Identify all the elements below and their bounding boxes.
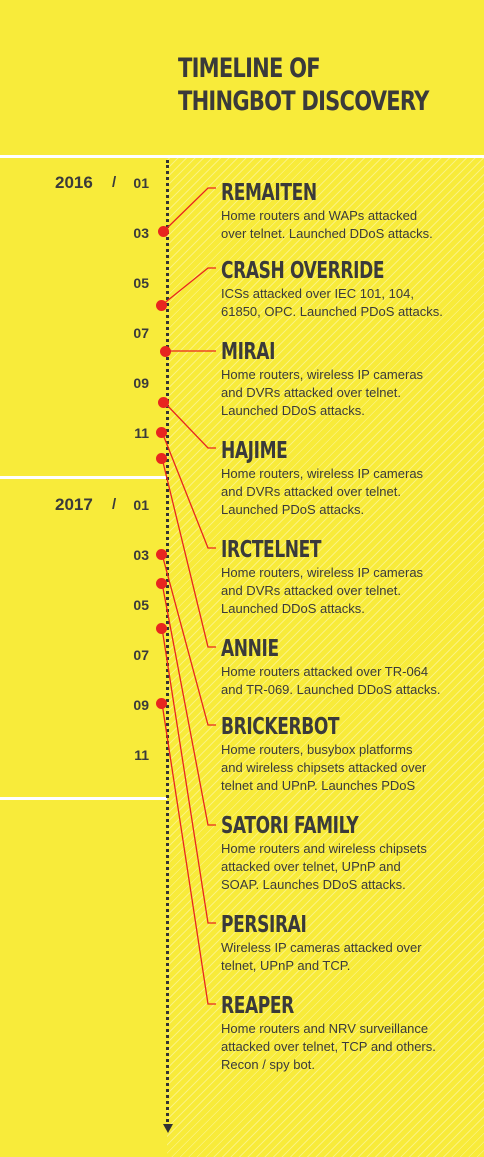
year-separator-2017	[0, 476, 167, 479]
month-label-2017-05: 05	[133, 597, 149, 613]
connector-annie	[161, 457, 216, 648]
entry-description: Home routers attacked over TR-064 and TR…	[221, 664, 441, 697]
year-slash-2016: /	[112, 174, 117, 191]
entry-title: CRASH OVERRIDE	[221, 258, 385, 284]
connector-remaiten	[163, 187, 216, 232]
connector-persirai	[161, 627, 216, 924]
entry-description: Wireless IP cameras attacked over telnet…	[221, 940, 422, 973]
connector-brickerbot	[161, 553, 216, 726]
timeline-dot-remaiten	[158, 226, 169, 237]
entry-hajime: HAJIME Home routers, wireless IP cameras…	[221, 438, 481, 519]
title-line-2: THINGBOT DISCOVERY	[178, 86, 429, 117]
entry-irctelnet: IRCTELNET Home routers, wireless IP came…	[221, 537, 481, 618]
title-line-1: TIMELINE OF	[178, 53, 321, 84]
connector-crash-override	[161, 267, 216, 306]
year-label-2016: 2016	[55, 173, 93, 192]
entry-title: REAPER	[221, 993, 294, 1019]
connector-irctelnet	[161, 431, 216, 549]
entry-description: Home routers, wireless IP cameras and DV…	[221, 466, 424, 517]
timeline-dot-persirai	[156, 623, 167, 634]
entry-description: ICSs attacked over IEC 101, 104, 61850, …	[221, 286, 443, 319]
entry-reaper: REAPER Home routers and NRV surveillance…	[221, 993, 481, 1074]
timeline-arrow-down-icon	[163, 1124, 173, 1133]
month-label-2017-07: 07	[133, 647, 149, 663]
entry-title: SATORI FAMILY	[221, 813, 359, 839]
entry-title: IRCTELNET	[221, 537, 322, 563]
month-label-2016-09: 09	[133, 375, 149, 391]
entry-brickerbot: BRICKERBOT Home routers, busybox platfor…	[221, 714, 481, 795]
entry-title: MIRAI	[221, 339, 276, 365]
entry-description: Home routers, wireless IP cameras and DV…	[221, 565, 424, 616]
month-label-2016-03: 03	[133, 225, 149, 241]
month-label-2016-07: 07	[133, 325, 149, 341]
timeline-dot-mirai	[160, 346, 171, 357]
entry-description: Home routers, busybox platforms and wire…	[221, 742, 427, 793]
timeline-dot-satori-family	[156, 578, 167, 589]
connector-satori-family	[161, 582, 216, 826]
entry-title: HAJIME	[221, 438, 288, 464]
entry-description: Home routers and wireless chipsets attac…	[221, 841, 427, 892]
background-right-hatched-panel	[167, 0, 484, 1157]
timeline-dot-reaper	[156, 698, 167, 709]
month-label-2016-01: 01	[133, 175, 149, 191]
background-left-panel	[0, 0, 167, 1157]
timeline-dot-irctelnet	[156, 427, 167, 438]
entry-description: Home routers, wireless IP cameras and DV…	[221, 367, 424, 418]
year-slash-2017: /	[112, 496, 117, 513]
timeline-dot-brickerbot	[156, 549, 167, 560]
month-label-2017-09: 09	[133, 697, 149, 713]
timeline-axis	[166, 160, 169, 1127]
month-label-2017-03: 03	[133, 547, 149, 563]
timeline-dot-hajime	[158, 397, 169, 408]
year-label-2017: 2017	[55, 495, 93, 514]
entry-crash-override: CRASH OVERRIDE ICSs attacked over IEC 10…	[221, 258, 481, 321]
entry-title: REMAITEN	[221, 180, 317, 206]
month-label-2017-01: 01	[133, 497, 149, 513]
entry-mirai: MIRAI Home routers, wireless IP cameras …	[221, 339, 481, 420]
header-band	[0, 0, 484, 155]
month-label-2016-11: 11	[134, 425, 149, 441]
entry-remaiten: REMAITEN Home routers and WAPs attacked …	[221, 180, 481, 243]
month-label-2017-11: 11	[134, 747, 149, 763]
page-title: TIMELINE OF THINGBOT DISCOVERY	[178, 52, 429, 118]
year-separator-end	[0, 797, 167, 800]
connector-reaper	[161, 702, 216, 1005]
connector-hajime	[163, 401, 216, 449]
entry-title: BRICKERBOT	[221, 714, 340, 740]
entry-annie: ANNIE Home routers attacked over TR-064 …	[221, 636, 481, 699]
header-separator	[0, 155, 484, 158]
entry-description: Home routers and NRV surveillance attack…	[221, 1021, 436, 1072]
entry-satori-family: SATORI FAMILY Home routers and wireless …	[221, 813, 481, 894]
entry-persirai: PERSIRAI Wireless IP cameras attacked ov…	[221, 912, 481, 975]
entry-title: ANNIE	[221, 636, 279, 662]
entry-description: Home routers and WAPs attacked over teln…	[221, 208, 433, 241]
entry-title: PERSIRAI	[221, 912, 307, 938]
timeline-dot-crash-override	[156, 300, 167, 311]
timeline-dot-annie	[156, 453, 167, 464]
month-label-2016-05: 05	[133, 275, 149, 291]
